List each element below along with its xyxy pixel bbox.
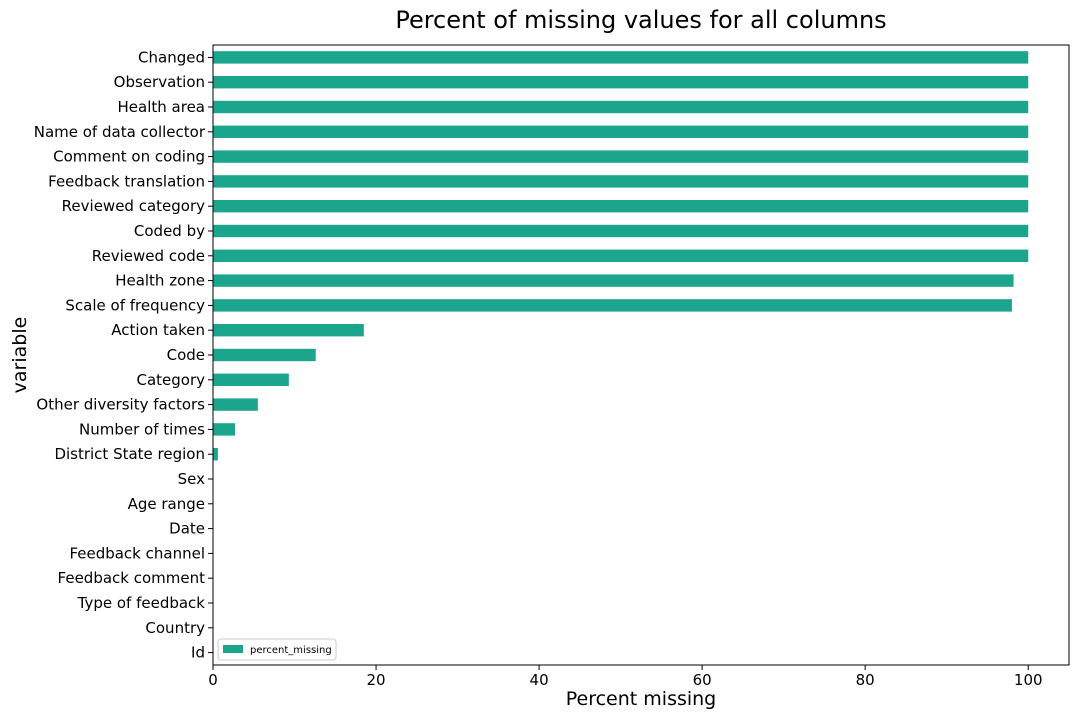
y-tick-label: Code [167,346,205,364]
y-tick-label: District State region [54,445,205,463]
legend-label: percent_missing [250,645,332,656]
y-tick-label: Observation [114,73,205,91]
y-tick-label: Changed [138,48,205,66]
bar [213,348,316,362]
bar [213,299,1012,312]
legend-frame [217,638,337,661]
bar [213,100,1029,114]
x-tick-label: 100 [1014,671,1043,689]
y-tick-label: Name of data collector [34,123,206,141]
y-tick-label: Type of feedback [77,594,206,612]
y-axis-label: variable [9,317,31,394]
y-tick-label: Health area [118,98,205,116]
y-tick-label: Id [191,644,205,662]
y-tick-label: Reviewed code [92,247,205,265]
legend[interactable]: percent_missing [217,638,337,661]
x-tick-label: 80 [856,671,875,689]
y-tick-label: Number of times [79,420,205,438]
bar [213,175,1029,188]
y-tick-label: Date [169,520,205,538]
bar [213,51,1029,64]
bar [213,373,289,386]
bar [213,324,364,337]
x-axis-label: Percent missing [566,688,717,710]
bar [213,200,1029,213]
bar [213,274,1014,287]
y-tick-label: Category [136,371,205,389]
y-tick-label: Sex [178,470,205,488]
legend-swatch [223,645,243,653]
x-tick-label: 60 [693,671,712,689]
bars-layer [213,51,1029,461]
bar [213,423,236,436]
bar [213,125,1029,138]
x-tick-label: 40 [530,671,549,689]
y-tick-label: Reviewed category [62,197,205,215]
y-tick-label: Health zone [115,272,205,290]
bar [213,224,1029,238]
x-ticks: 0 20 40 60 80 100 [208,665,1043,689]
y-tick-label: Feedback channel [69,544,205,562]
plot-frame [212,44,1070,666]
bar [213,76,1029,89]
bar [213,448,218,461]
y-tick-label: Action taken [111,321,205,339]
category-labels: Changed Observation Health area Name of dat… [34,48,213,662]
y-tick-label: Country [145,619,205,637]
y-tick-label: Feedback comment [58,569,206,587]
bar [213,398,258,411]
chart-title: Percent of missing values for all column… [395,6,887,34]
bar [213,150,1029,163]
y-tick-label: Coded by [134,222,205,240]
y-tick-label: Other diversity factors [36,396,205,414]
y-tick-label: Comment on coding [53,148,205,166]
bar [213,249,1029,262]
y-tick-label: Feedback translation [48,172,205,190]
y-tick-label: Scale of frequency [65,296,205,314]
x-tick-label: 20 [367,671,386,689]
y-tick-label: Age range [128,495,205,513]
x-tick-label: 0 [208,671,218,689]
